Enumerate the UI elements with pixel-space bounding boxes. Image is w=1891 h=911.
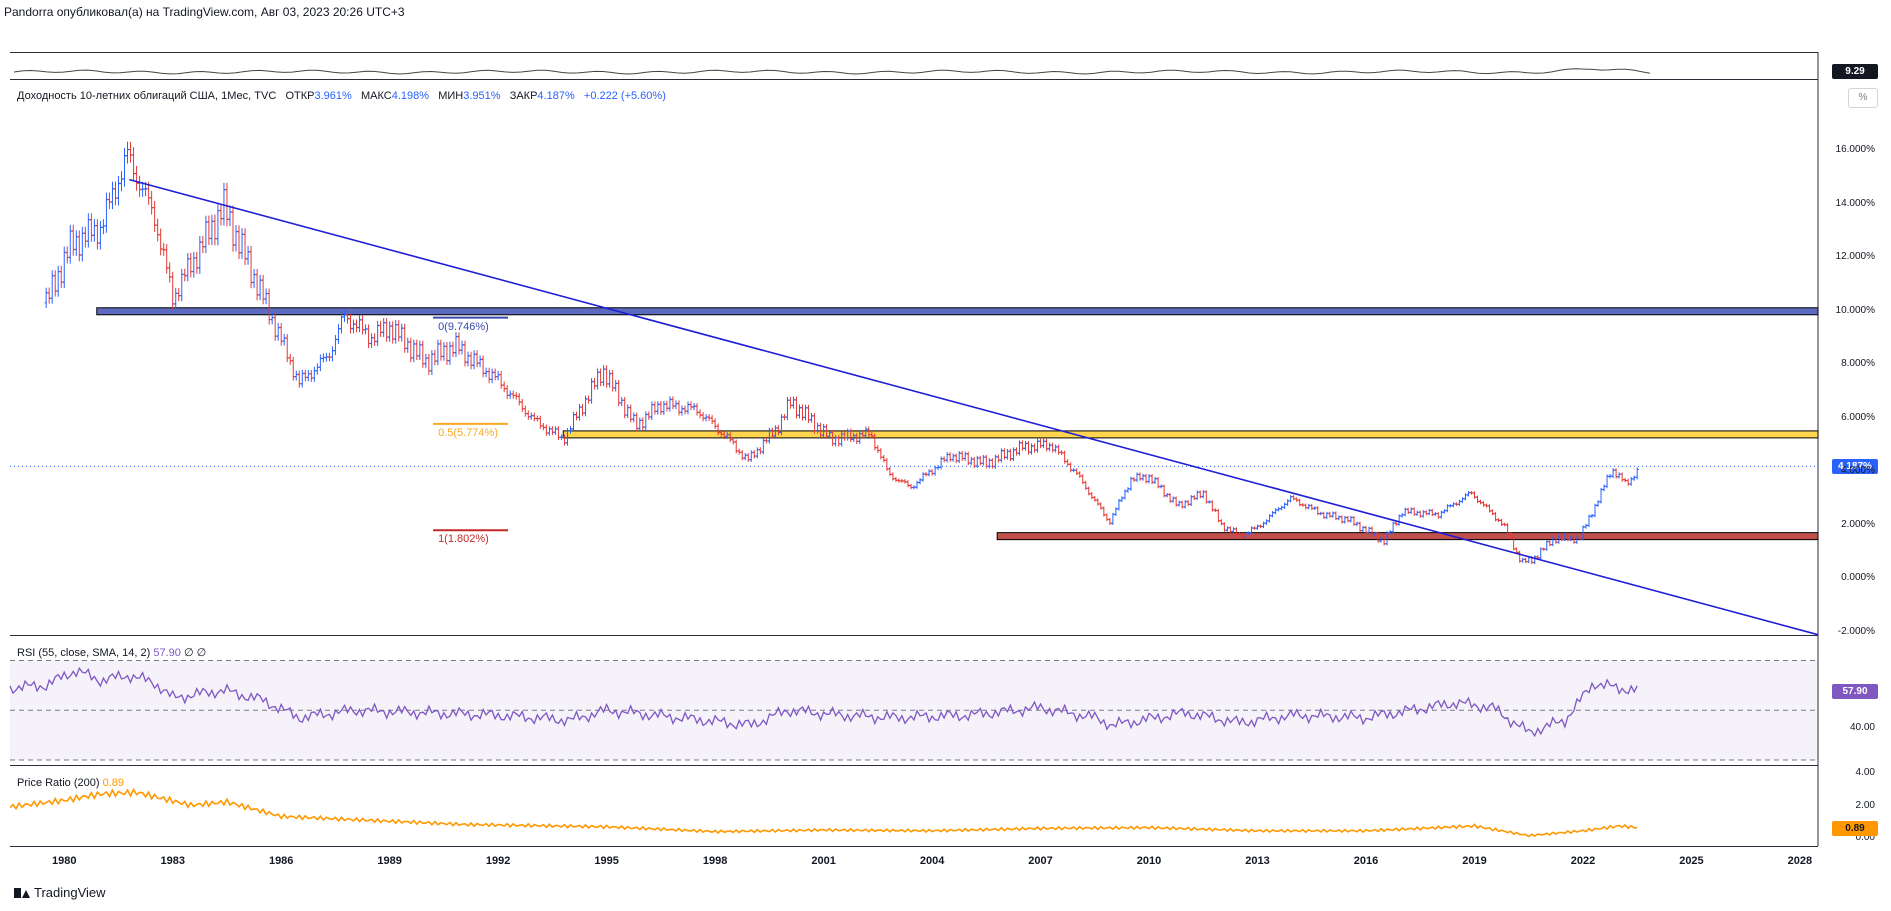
price-ytick: 0.000%	[1841, 572, 1875, 584]
time-xtick: 1986	[268, 855, 294, 867]
change-value: +0.222 (+5.60%)	[583, 90, 666, 102]
ratio-legend[interactable]: Price Ratio (200) 0.89	[17, 777, 124, 789]
time-axis-border	[10, 846, 1818, 847]
top-strip-badge: 9.29	[1832, 64, 1878, 79]
time-xtick: 2007	[1028, 855, 1053, 867]
main-legend[interactable]: Доходность 10-летних облигаций США, 1Мес…	[17, 90, 666, 102]
rsi-line	[9, 666, 1638, 738]
price-ytick: 6.000%	[1841, 411, 1875, 423]
symbol-name: Доходность 10-летних облигаций США, 1Мес…	[17, 90, 277, 102]
hband-0	[96, 307, 1819, 316]
low-label: МИН	[438, 90, 464, 102]
price-ytick: 4.000%	[1841, 465, 1875, 477]
time-xtick: 1980	[51, 855, 77, 867]
top-strip-border	[10, 52, 1818, 53]
price-ytick: 16.000%	[1835, 144, 1875, 156]
time-xtick: 2019	[1462, 855, 1487, 867]
low-value: 3.951%	[463, 90, 501, 102]
top-strip-line	[13, 68, 1651, 75]
rsi-legend-extra2: ∅	[196, 647, 207, 659]
price-ytick: -2.000%	[1837, 626, 1875, 637]
rsi-badge: 57.90	[1832, 683, 1878, 699]
time-xtick: 2022	[1570, 855, 1596, 867]
ratio-ytick-0: 0.00	[1855, 832, 1875, 843]
time-xtick: 2025	[1679, 855, 1704, 867]
time-xtick: 2001	[811, 855, 836, 867]
time-xtick: 1989	[377, 855, 402, 867]
time-xtick: 1992	[485, 855, 511, 867]
time-xtick: 1998	[702, 855, 728, 867]
price-ratio-line	[9, 787, 1638, 838]
tradingview-logo-icon	[14, 887, 30, 898]
time-xtick: 2028	[1787, 855, 1813, 867]
price-ytick: 10.000%	[1835, 304, 1875, 316]
ratio-ytick-2: 2.00	[1855, 800, 1875, 811]
time-xtick: 2004	[919, 855, 945, 867]
high-value: 4.198%	[391, 90, 430, 102]
open-label: ОТКР	[285, 90, 315, 102]
time-xtick: 2013	[1245, 855, 1270, 867]
price-ytick: 14.000%	[1835, 197, 1875, 209]
fib-label-0: 0(9.746%)	[438, 320, 489, 333]
main-pane-border	[10, 79, 1818, 80]
rsi-legend-extra1: ∅	[183, 647, 194, 659]
price-badge: 4.187%	[1832, 459, 1878, 475]
fib-label-05: 0.5(5.774%)	[438, 426, 498, 439]
ratio-pane-border	[10, 765, 1818, 766]
time-xtick: 1983	[160, 855, 185, 867]
ratio-badge: 0.89	[1832, 820, 1878, 836]
price-ytick: 8.000%	[1841, 358, 1875, 370]
close-value: 4.187%	[537, 90, 575, 102]
publish-header: Pandorra опубликовал(а) на TradingView.c…	[4, 5, 405, 19]
time-xtick: 2010	[1136, 855, 1162, 867]
time-xtick: 1995	[594, 855, 619, 867]
rsi-legend[interactable]: RSI (55, close, SMA, 14, 2) 57.90 ∅ ∅	[17, 646, 206, 659]
rsi-ytick-40: 40.00	[1849, 722, 1875, 733]
fib-label-1: 1(1.802%)	[438, 533, 489, 546]
high-label: МАКС	[360, 90, 392, 102]
open-value: 3.961%	[314, 90, 352, 102]
price-ytick: 12.000%	[1835, 251, 1875, 263]
rsi-legend-value: 57.90	[153, 647, 181, 659]
hband-1	[562, 430, 1819, 439]
rsi-legend-title: RSI (55, close, SMA, 14, 2)	[17, 647, 151, 659]
ratio-ytick-4: 4.00	[1855, 767, 1875, 778]
rsi-pane-border	[10, 635, 1818, 636]
percent-scale-button[interactable]: %	[1848, 88, 1878, 108]
ratio-legend-title: Price Ratio (200)	[17, 777, 100, 789]
footer-brand-text: TradingView	[34, 885, 106, 900]
trendline	[129, 178, 1819, 636]
price-ytick: 2.000%	[1841, 518, 1875, 530]
time-xtick: 2016	[1353, 855, 1379, 867]
ratio-legend-value: 0.89	[102, 777, 125, 789]
hband-2	[996, 532, 1819, 541]
footer-brand[interactable]: TradingView	[14, 885, 106, 900]
close-label: ЗАКР	[509, 90, 538, 102]
